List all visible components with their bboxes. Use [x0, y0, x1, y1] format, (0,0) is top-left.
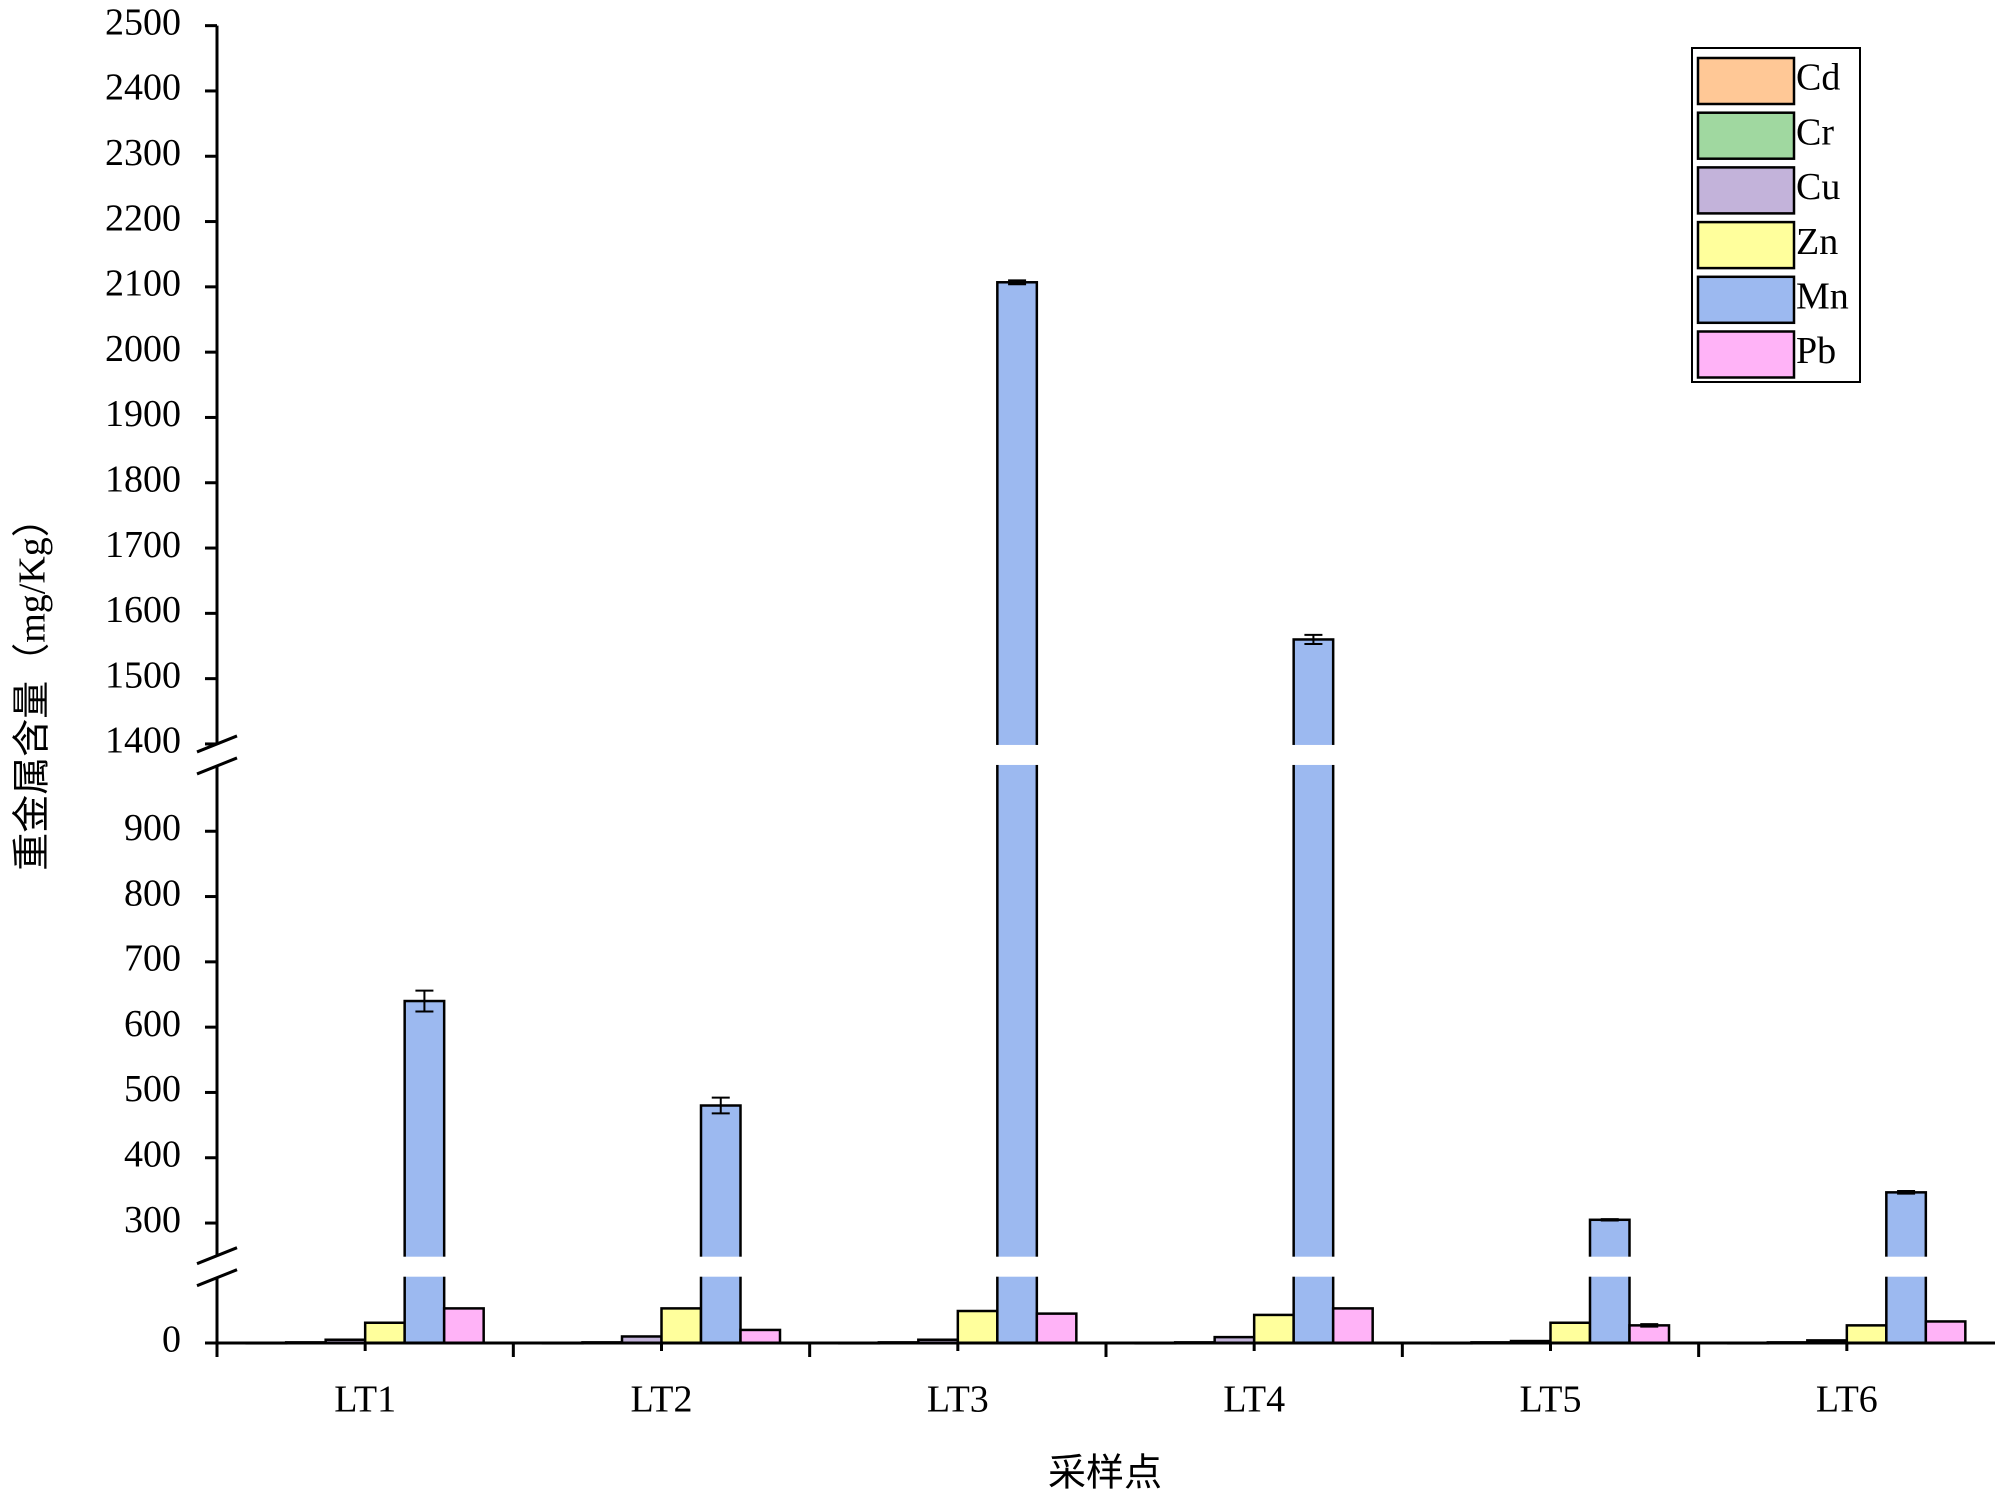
bar — [1035, 1312, 1078, 1345]
y-tick-label: 900 — [124, 807, 181, 849]
y-axis-title: 重金属含量（mg/Kg） — [12, 499, 54, 871]
y-tick-label: 1800 — [105, 458, 181, 500]
error-bar — [1640, 1323, 1659, 1328]
y-tick-label: 1400 — [105, 720, 181, 762]
bar — [660, 1307, 703, 1345]
bar — [363, 1321, 406, 1345]
bar — [956, 1309, 999, 1345]
y-tick-label: 2100 — [105, 263, 181, 305]
y-tick-label: 2300 — [105, 132, 181, 174]
bar — [1845, 1324, 1888, 1345]
legend-swatch — [1696, 275, 1796, 325]
legend-label: Cu — [1796, 166, 1840, 208]
y-tick-label: 2500 — [105, 1, 181, 43]
y-tick-label: 0 — [162, 1319, 181, 1361]
y-tick-label: 700 — [124, 938, 181, 980]
legend-label: Cd — [1796, 57, 1840, 99]
bar — [1628, 1324, 1671, 1345]
y-tick-label: 600 — [124, 1003, 181, 1045]
bar — [403, 999, 446, 1345]
bar — [996, 281, 1039, 1345]
bar — [1252, 1313, 1295, 1345]
y-tick-label: 500 — [124, 1068, 181, 1110]
legend-swatch — [1696, 220, 1796, 270]
bar — [1924, 1320, 1967, 1345]
x-tick-label: LT6 — [1816, 1379, 1878, 1421]
x-tick-label: LT4 — [1223, 1379, 1285, 1421]
y-tick-label: 1600 — [105, 589, 181, 631]
x-tick-label: LT2 — [631, 1379, 693, 1421]
x-axis-title: 采样点 — [1048, 1453, 1162, 1495]
bar — [739, 1328, 782, 1345]
axis-break-gap — [190, 1256, 1995, 1277]
error-bar — [1897, 1190, 1916, 1195]
legend-swatch — [1696, 56, 1796, 106]
legend-swatch — [1696, 166, 1796, 215]
bar — [699, 1104, 742, 1345]
legend-label: Pb — [1796, 330, 1836, 372]
legend-label: Mn — [1796, 276, 1849, 318]
y-tick-label: 1700 — [105, 524, 181, 566]
x-tick-label: LT5 — [1520, 1379, 1582, 1421]
bar — [1588, 1218, 1631, 1345]
y-tick-label: 1500 — [105, 654, 181, 696]
y-tick-label: 1900 — [105, 393, 181, 435]
error-bar — [1600, 1218, 1619, 1222]
y-tick-label: 2400 — [105, 67, 181, 109]
axis-break-gap — [190, 744, 1995, 765]
bar — [1331, 1307, 1374, 1345]
y-tick-label: 800 — [124, 872, 181, 914]
legend-label: Zn — [1796, 221, 1838, 263]
legend-swatch — [1696, 111, 1796, 160]
bar — [1549, 1321, 1592, 1345]
y-tick-label: 300 — [124, 1199, 181, 1241]
error-bar — [415, 989, 434, 1013]
y-tick-label: 2000 — [105, 328, 181, 370]
y-tick-label: 400 — [124, 1133, 181, 1175]
error-bar — [1008, 279, 1027, 286]
error-bar — [1304, 633, 1323, 646]
bar — [442, 1307, 485, 1345]
x-tick-label: LT3 — [927, 1379, 989, 1421]
error-bar — [711, 1096, 730, 1115]
legend-label: Cr — [1796, 111, 1834, 153]
x-tick-label: LT1 — [334, 1379, 396, 1421]
y-tick-label: 2200 — [105, 197, 181, 239]
legend-swatch — [1696, 330, 1796, 379]
